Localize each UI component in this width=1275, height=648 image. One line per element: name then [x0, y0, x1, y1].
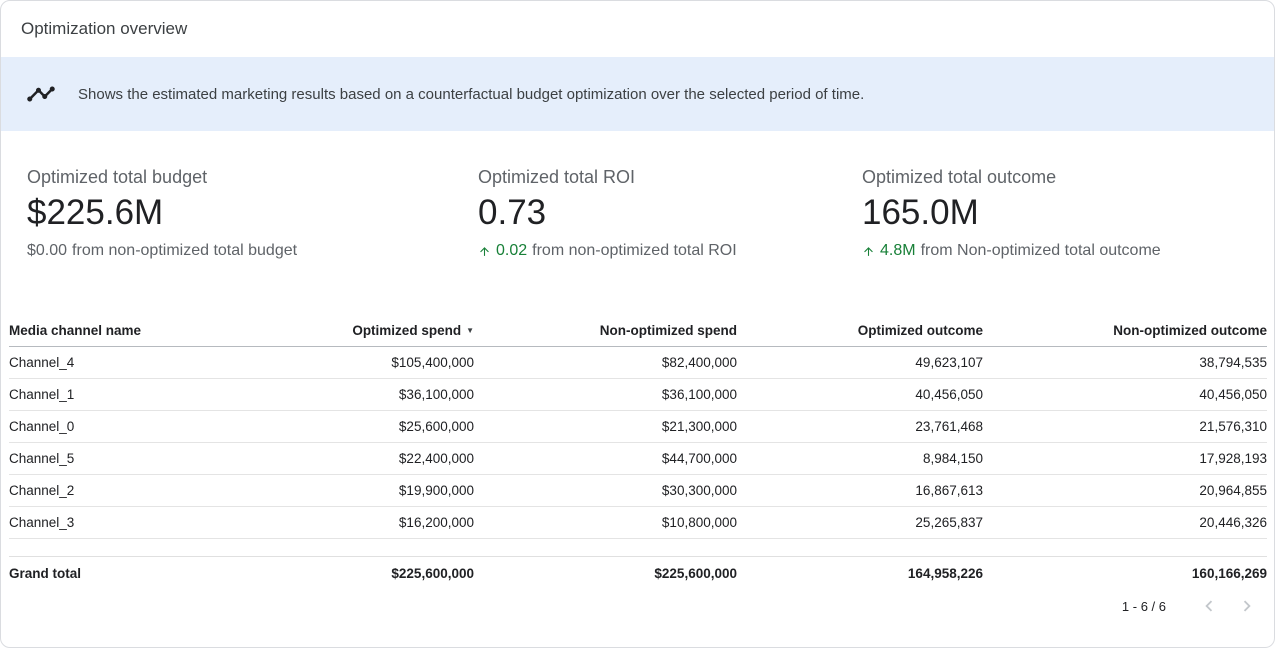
grand-total-cell: 160,166,269: [983, 555, 1267, 590]
kpi-section: Optimized total budget $225.6M $0.00 fro…: [1, 131, 1274, 260]
optimization-table: Media channel name Optimized spend ▼ Non-…: [9, 316, 1267, 590]
kpi-delta: 4.8M from Non-optimized total outcome: [862, 242, 1161, 260]
table-row: Channel_0 $25,600,000 $21,300,000 23,761,46…: [9, 410, 1267, 443]
numeric-cell: 20,964,855: [983, 474, 1267, 507]
column-header-media-channel-name[interactable]: Media channel name: [9, 316, 209, 347]
page-title: Optimization overview: [21, 19, 188, 38]
kpi-value: 165.0M: [862, 193, 979, 232]
numeric-cell: $82,400,000: [474, 346, 737, 379]
column-header-non-optimized-spend[interactable]: Non-optimized spend: [474, 316, 737, 347]
column-header-label: Non-optimized outcome: [1113, 323, 1267, 339]
column-header-optimized-outcome[interactable]: Optimized outcome: [737, 316, 983, 347]
chevron-left-icon: [1205, 600, 1213, 612]
prev-page-button[interactable]: [1196, 593, 1222, 619]
numeric-cell: $44,700,000: [474, 442, 737, 475]
kpi-delta-text: from non-optimized total ROI: [532, 242, 737, 259]
kpi-optimized-total-budget: Optimized total budget $225.6M $0.00 fro…: [27, 167, 478, 260]
column-header-label: Optimized spend: [352, 323, 462, 339]
column-header-non-optimized-outcome[interactable]: Non-optimized outcome: [983, 316, 1267, 347]
table-row: Channel_3 $16,200,000 $10,800,000 25,265,83…: [9, 506, 1267, 539]
arrow-up-icon: [862, 245, 875, 258]
numeric-cell: 20,446,326: [983, 506, 1267, 539]
banner-description: Shows the estimated marketing results ba…: [78, 85, 865, 103]
channel-name-cell: Channel_4: [9, 346, 209, 379]
numeric-cell: 23,761,468: [737, 410, 983, 443]
pagination-label: 1 - 6 / 6: [1121, 598, 1166, 614]
kpi-delta-value: 4.8M: [880, 242, 916, 259]
table-row: Channel_2 $19,900,000 $30,300,000 16,867,61…: [9, 474, 1267, 507]
numeric-cell: 21,576,310: [983, 410, 1267, 443]
channel-name-cell: Channel_0: [9, 410, 209, 443]
kpi-optimized-total-outcome: Optimized total outcome 165.0M 4.8M from…: [862, 167, 1161, 260]
table-body: Channel_4 $105,400,000 $82,400,000 49,623,1…: [9, 346, 1267, 539]
numeric-cell: $36,100,000: [474, 378, 737, 411]
grand-total-cell: 164,958,226: [737, 555, 983, 590]
numeric-cell: 40,456,050: [983, 378, 1267, 411]
numeric-cell: $19,900,000: [209, 474, 474, 507]
numeric-cell: $105,400,000: [209, 346, 474, 379]
kpi-value: $225.6M: [27, 193, 164, 232]
card-title-bar: Optimization overview: [1, 1, 1274, 57]
table-section: Media channel name Optimized spend ▼ Non-…: [9, 316, 1267, 590]
numeric-cell: $16,200,000: [209, 506, 474, 539]
info-banner: Shows the estimated marketing results ba…: [1, 57, 1274, 131]
numeric-cell: $21,300,000: [474, 410, 737, 443]
grand-total-row: Grand total $225,600,000 $225,600,000 16…: [9, 555, 1267, 590]
grand-total-label: Grand total: [9, 555, 209, 590]
kpi-delta-text: from non-optimized total budget: [72, 242, 298, 259]
table-row: Channel_4 $105,400,000 $82,400,000 49,623,1…: [9, 346, 1267, 379]
numeric-cell: $22,400,000: [209, 442, 474, 475]
column-header-optimized-spend[interactable]: Optimized spend ▼: [209, 316, 474, 347]
channel-name-cell: Channel_2: [9, 474, 209, 507]
numeric-cell: 38,794,535: [983, 346, 1267, 379]
arrow-up-icon: [478, 245, 491, 258]
column-header-label: Media channel name: [9, 323, 142, 339]
pagination: 1 - 6 / 6: [1122, 593, 1260, 619]
table-spacer: [9, 538, 1267, 556]
column-header-label: Optimized outcome: [857, 323, 983, 339]
numeric-cell: 16,867,613: [737, 474, 983, 507]
numeric-cell: $36,100,000: [209, 378, 474, 411]
numeric-cell: 8,984,150: [737, 442, 983, 475]
kpi-label: Optimized total budget: [27, 167, 208, 187]
timeline-insights-icon: [26, 79, 56, 109]
next-page-button[interactable]: [1234, 593, 1260, 619]
kpi-delta-text: from Non-optimized total outcome: [920, 242, 1161, 259]
numeric-cell: 40,456,050: [737, 378, 983, 411]
kpi-optimized-total-roi: Optimized total ROI 0.73 0.02 from non-o…: [478, 167, 862, 260]
numeric-cell: $10,800,000: [474, 506, 737, 539]
kpi-delta: 0.02 from non-optimized total ROI: [478, 242, 862, 260]
channel-name-cell: Channel_1: [9, 378, 209, 411]
numeric-cell: 49,623,107: [737, 346, 983, 379]
grand-total-cell: $225,600,000: [474, 555, 737, 590]
grand-total-cell: $225,600,000: [209, 555, 474, 590]
kpi-label: Optimized total ROI: [478, 167, 636, 187]
numeric-cell: 17,928,193: [983, 442, 1267, 475]
kpi-delta: $0.00 from non-optimized total budget: [27, 242, 478, 260]
numeric-cell: $25,600,000: [209, 410, 474, 443]
table-row: Channel_5 $22,400,000 $44,700,000 8,984,150…: [9, 442, 1267, 475]
table-row: Channel_1 $36,100,000 $36,100,000 40,456,05…: [9, 378, 1267, 411]
numeric-cell: 25,265,837: [737, 506, 983, 539]
channel-name-cell: Channel_3: [9, 506, 209, 539]
kpi-label: Optimized total outcome: [862, 167, 1057, 187]
sort-desc-icon: ▼: [466, 326, 474, 336]
channel-name-cell: Channel_5: [9, 442, 209, 475]
kpi-delta-value: $0.00: [27, 242, 68, 259]
table-header-row: Media channel name Optimized spend ▼ Non-…: [9, 316, 1267, 347]
column-header-label: Non-optimized spend: [599, 323, 737, 339]
chevron-right-icon: [1243, 600, 1251, 612]
numeric-cell: $30,300,000: [474, 474, 737, 507]
kpi-value: 0.73: [478, 193, 547, 232]
kpi-delta-value: 0.02: [496, 242, 528, 259]
